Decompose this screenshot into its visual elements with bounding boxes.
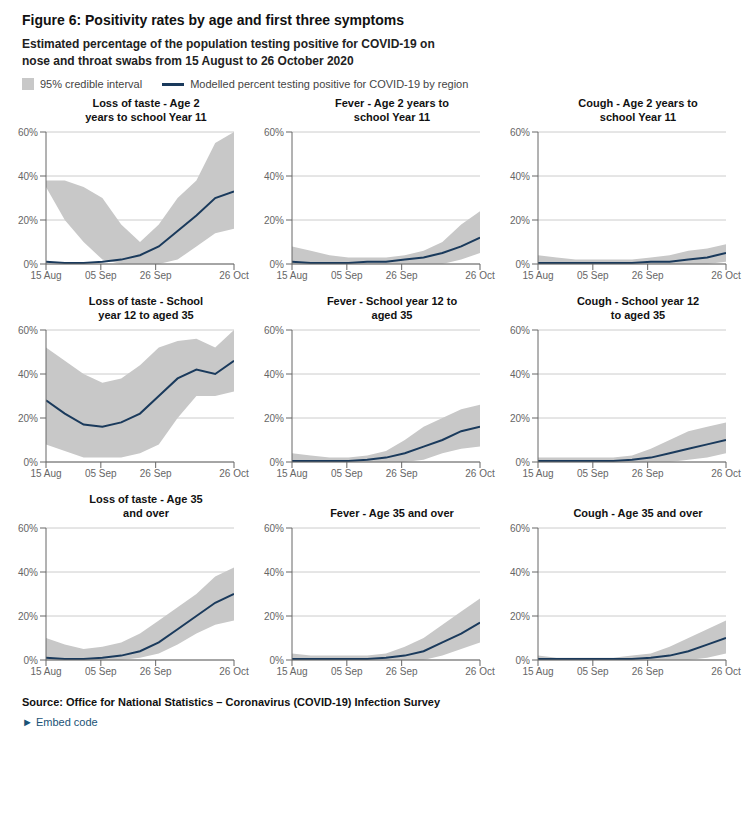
svg-text:20%: 20% — [18, 413, 38, 424]
svg-text:05 Sep: 05 Sep — [85, 666, 117, 677]
svg-text:0%: 0% — [516, 655, 531, 666]
html-text:Source: Office for National St: Source: Office for National Statistics –… — [22, 696, 441, 708]
svg-text:05 Sep: 05 Sep — [331, 270, 363, 281]
html-text:Cough - School year 12 to aged: Cough - School year 12 to aged 35 — [576, 295, 700, 321]
svg-text:26 Oct: 26 Oct — [711, 666, 741, 677]
svg-text:26 Oct: 26 Oct — [219, 468, 249, 479]
svg-text:05 Sep: 05 Sep — [85, 270, 117, 281]
svg-text:0%: 0% — [516, 457, 531, 468]
svg-text:20%: 20% — [18, 611, 38, 622]
svg-text:60%: 60% — [264, 325, 284, 336]
svg-text:15 Aug: 15 Aug — [522, 666, 553, 677]
svg-text:05 Sep: 05 Sep — [331, 468, 363, 479]
svg-text:0%: 0% — [516, 259, 531, 270]
html-text:Loss of taste - Age 2 years to: Loss of taste - Age 2 years to school Ye… — [85, 97, 207, 123]
svg-text:40%: 40% — [18, 369, 38, 380]
svg-text:40%: 40% — [264, 171, 284, 182]
svg-text:26 Oct: 26 Oct — [465, 270, 495, 281]
svg-text:60%: 60% — [264, 523, 284, 534]
svg-text:26 Sep: 26 Sep — [632, 666, 664, 677]
svg-text:05 Sep: 05 Sep — [577, 468, 609, 479]
html-text:Fever - School year 12 to aged: Fever - School year 12 to aged 35 — [326, 295, 458, 321]
svg-text:40%: 40% — [510, 567, 530, 578]
svg-text:60%: 60% — [510, 325, 530, 336]
svg-text:40%: 40% — [510, 171, 530, 182]
svg-text:20%: 20% — [510, 611, 530, 622]
html-text:► Embed code: ► Embed code — [22, 716, 98, 728]
svg-text:15 Aug: 15 Aug — [276, 666, 307, 677]
svg-text:26 Oct: 26 Oct — [711, 468, 741, 479]
svg-text:0%: 0% — [24, 259, 39, 270]
svg-text:20%: 20% — [264, 215, 284, 226]
svg-text:40%: 40% — [510, 369, 530, 380]
html-text:Loss of taste - Age 35 and ove: Loss of taste - Age 35 and over — [89, 493, 203, 519]
svg-text:60%: 60% — [510, 127, 530, 138]
html-text:Fever - Age 2 years to school: Fever - Age 2 years to school Year 11 — [335, 97, 449, 123]
svg-text:05 Sep: 05 Sep — [331, 666, 363, 677]
svg-text:26 Sep: 26 Sep — [386, 270, 418, 281]
html-text:Fever - Age 35 and over: Fever - Age 35 and over — [330, 507, 454, 519]
html-text:95% credible interval: 95% credible interval — [40, 78, 143, 90]
svg-text:20%: 20% — [264, 413, 284, 424]
svg-text:0%: 0% — [270, 259, 285, 270]
svg-text:26 Sep: 26 Sep — [140, 270, 172, 281]
svg-text:20%: 20% — [510, 413, 530, 424]
svg-text:40%: 40% — [264, 567, 284, 578]
html-text:nose and throat swabs from 15: nose and throat swabs from 15 August to … — [22, 54, 354, 68]
svg-text:26 Sep: 26 Sep — [632, 468, 664, 479]
svg-text:26 Oct: 26 Oct — [465, 468, 495, 479]
svg-text:15 Aug: 15 Aug — [276, 468, 307, 479]
svg-text:60%: 60% — [18, 325, 38, 336]
svg-text:0%: 0% — [24, 655, 39, 666]
svg-text:26 Sep: 26 Sep — [386, 468, 418, 479]
svg-text:26 Sep: 26 Sep — [140, 468, 172, 479]
svg-text:26 Oct: 26 Oct — [711, 270, 741, 281]
svg-text:05 Sep: 05 Sep — [577, 270, 609, 281]
svg-text:26 Oct: 26 Oct — [219, 666, 249, 677]
svg-text:20%: 20% — [18, 215, 38, 226]
svg-text:60%: 60% — [18, 127, 38, 138]
html-text:Cough - Age 35 and over: Cough - Age 35 and over — [573, 507, 703, 519]
svg-text:15 Aug: 15 Aug — [522, 468, 553, 479]
svg-text:05 Sep: 05 Sep — [577, 666, 609, 677]
html-text:Loss of taste - School year 12: Loss of taste - School year 12 to aged 3… — [88, 295, 204, 321]
svg-text:0%: 0% — [270, 655, 285, 666]
svg-text:26 Sep: 26 Sep — [140, 666, 172, 677]
svg-text:26 Sep: 26 Sep — [632, 270, 664, 281]
svg-text:15 Aug: 15 Aug — [30, 468, 61, 479]
svg-text:60%: 60% — [510, 523, 530, 534]
svg-text:26 Sep: 26 Sep — [386, 666, 418, 677]
svg-text:15 Aug: 15 Aug — [522, 270, 553, 281]
svg-text:05 Sep: 05 Sep — [85, 468, 117, 479]
svg-text:0%: 0% — [270, 457, 285, 468]
html-text:Estimated percentage of the po: Estimated percentage of the population t… — [22, 37, 435, 51]
html-text:Figure 6: Positivity rates by: Figure 6: Positivity rates by age and fi… — [22, 12, 404, 28]
svg-text:20%: 20% — [264, 611, 284, 622]
svg-text:20%: 20% — [510, 215, 530, 226]
svg-text:26 Oct: 26 Oct — [465, 666, 495, 677]
svg-text:0%: 0% — [24, 457, 39, 468]
svg-text:15 Aug: 15 Aug — [30, 270, 61, 281]
svg-text:40%: 40% — [18, 171, 38, 182]
svg-text:60%: 60% — [264, 127, 284, 138]
svg-text:60%: 60% — [18, 523, 38, 534]
html-text:Cough - Age 2 years to school: Cough - Age 2 years to school Year 11 — [578, 97, 698, 123]
html-text:Modelled percent testing posit: Modelled percent testing positive for CO… — [190, 78, 469, 90]
svg-text:40%: 40% — [18, 567, 38, 578]
svg-text:15 Aug: 15 Aug — [30, 666, 61, 677]
svg-text:26 Oct: 26 Oct — [219, 270, 249, 281]
svg-text:15 Aug: 15 Aug — [276, 270, 307, 281]
svg-text:40%: 40% — [264, 369, 284, 380]
